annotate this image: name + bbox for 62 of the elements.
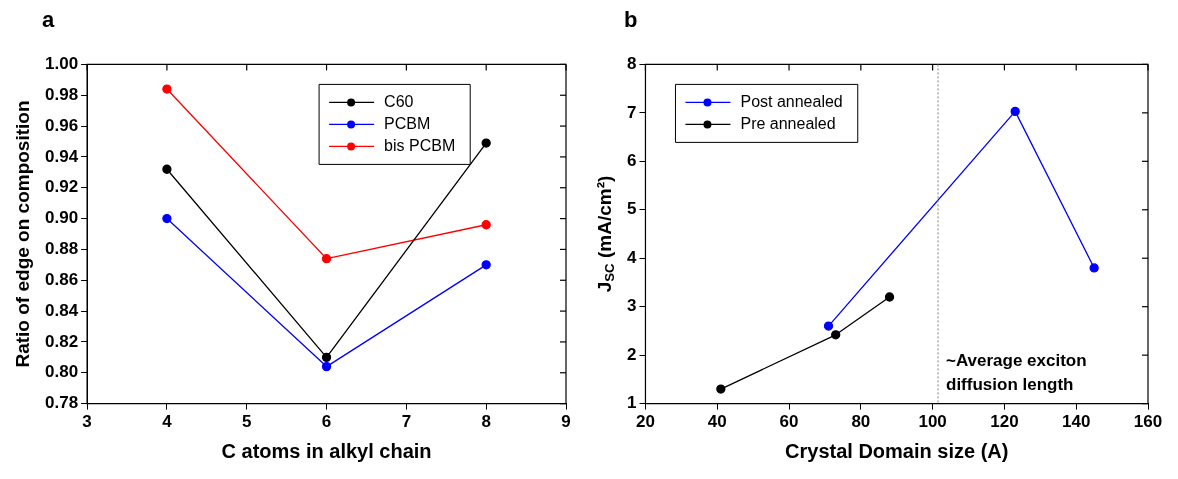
y-tick-label: 0.82 [44, 331, 79, 351]
legend-label: PCBM [384, 114, 431, 132]
point [321, 254, 332, 264]
x-tick-label: 60 [779, 412, 799, 432]
point [1010, 106, 1020, 117]
point [321, 361, 332, 372]
x-axis-title: C atoms in alkyl chain [221, 439, 432, 462]
y-tick-label: 0.94 [44, 146, 79, 166]
x-tick-label: 80 [851, 412, 871, 432]
y-tick-label: 5 [626, 199, 637, 219]
y-tick-label: 1 [626, 393, 637, 413]
x-tick-label: 20 [635, 412, 655, 432]
y-tick-label: 7 [626, 102, 637, 122]
point [481, 260, 491, 270]
y-tick-label: 3 [626, 296, 637, 316]
y-tick-label: 6 [626, 151, 637, 170]
x-tick-label: 7 [401, 412, 412, 432]
x-tick-label: 9 [561, 412, 571, 432]
x-axis-title: Crystal Domain size (A) [785, 439, 1009, 462]
y-tick-label: 0.78 [44, 393, 79, 413]
legend-label: Post annealed [740, 92, 843, 110]
y-tick-label: 0.86 [44, 269, 79, 289]
y-tick-label: 1.00 [44, 54, 79, 74]
legend-label: bis PCBM [384, 136, 456, 154]
x-tick-label: 100 [918, 412, 947, 432]
point [481, 220, 491, 230]
point [162, 84, 172, 94]
y-tick-label: 2 [626, 344, 637, 364]
point [823, 321, 834, 331]
point [162, 164, 172, 174]
y-tick-label: 0.80 [44, 362, 79, 382]
point [321, 352, 332, 362]
x-tick-label: 3 [82, 412, 92, 432]
x-tick-label: 160 [1133, 412, 1163, 432]
point [481, 138, 491, 148]
x-tick-label: 5 [241, 412, 252, 432]
chart-title: a [42, 7, 55, 33]
y-axis-title: JSC (mA/cm²) [594, 175, 618, 293]
point [716, 384, 726, 394]
point [1089, 263, 1099, 273]
x-tick-label: 8 [481, 412, 491, 432]
chart-title: b [624, 7, 638, 33]
y-tick-label: 0.92 [44, 177, 79, 197]
y-axis-title: Ratio of edge on composition [12, 100, 34, 368]
point [884, 292, 895, 302]
y-tick-label: 8 [626, 54, 637, 74]
x-tick-label: 120 [990, 412, 1019, 432]
ref-line-label: ~Average exciton diffusion length [946, 350, 1087, 394]
y-tick-label: 0.88 [44, 239, 79, 259]
y-tick-label: 0.96 [44, 115, 79, 135]
y-tick-label: 0.98 [44, 84, 79, 104]
legend-label: Pre annealed [740, 114, 836, 132]
legend-label: C60 [384, 92, 414, 110]
x-tick-label: 140 [1062, 412, 1091, 432]
y-tick-label: 4 [626, 247, 637, 267]
x-tick-label: 40 [707, 412, 727, 432]
y-tick-label: 0.84 [44, 300, 79, 320]
point [831, 330, 841, 340]
x-tick-label: 6 [321, 412, 332, 432]
x-tick-label: 4 [162, 412, 173, 432]
y-tick-label: 0.90 [44, 208, 79, 228]
point [162, 213, 172, 224]
